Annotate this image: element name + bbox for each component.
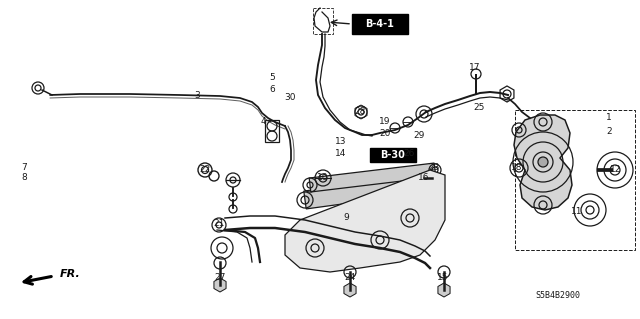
Text: 29: 29 — [413, 131, 425, 140]
Text: 13: 13 — [335, 137, 347, 145]
Text: 30: 30 — [284, 93, 296, 101]
Polygon shape — [309, 163, 436, 192]
Bar — [265, 120, 279, 142]
Text: 15: 15 — [437, 273, 449, 283]
Text: 27: 27 — [214, 273, 226, 283]
Text: 10: 10 — [317, 173, 329, 182]
Bar — [370, 148, 416, 162]
Text: 19: 19 — [380, 117, 391, 127]
Text: 24: 24 — [344, 273, 356, 283]
Text: 28: 28 — [355, 108, 365, 116]
Text: 4: 4 — [260, 117, 266, 127]
Text: 22: 22 — [200, 165, 211, 174]
Polygon shape — [285, 170, 445, 272]
Circle shape — [538, 157, 548, 167]
Text: 25: 25 — [474, 102, 484, 112]
Text: B-4-1: B-4-1 — [365, 19, 394, 29]
Polygon shape — [514, 115, 572, 210]
Bar — [313, 8, 333, 34]
Text: 17: 17 — [469, 63, 481, 72]
Text: B-30: B-30 — [381, 150, 405, 160]
Text: FR.: FR. — [60, 269, 81, 279]
Text: 2: 2 — [606, 127, 612, 136]
Text: 11: 11 — [572, 206, 583, 216]
Bar — [515, 110, 635, 250]
Text: S5B4B2900: S5B4B2900 — [536, 291, 580, 300]
Text: 3: 3 — [194, 92, 200, 100]
Text: 21: 21 — [213, 219, 225, 228]
Text: 6: 6 — [269, 85, 275, 93]
Bar — [352, 14, 408, 34]
Text: 23: 23 — [428, 162, 440, 172]
Text: 14: 14 — [335, 149, 347, 158]
Text: 8: 8 — [21, 174, 27, 182]
Text: 5: 5 — [269, 73, 275, 83]
Text: 1: 1 — [606, 114, 612, 122]
Text: 9: 9 — [343, 213, 349, 222]
Text: 26: 26 — [403, 149, 415, 158]
Text: 7: 7 — [21, 162, 27, 172]
Text: 16: 16 — [419, 173, 429, 182]
Polygon shape — [304, 174, 431, 209]
Text: 20: 20 — [380, 129, 390, 137]
Text: 18: 18 — [511, 164, 523, 173]
Text: 12: 12 — [611, 165, 621, 174]
